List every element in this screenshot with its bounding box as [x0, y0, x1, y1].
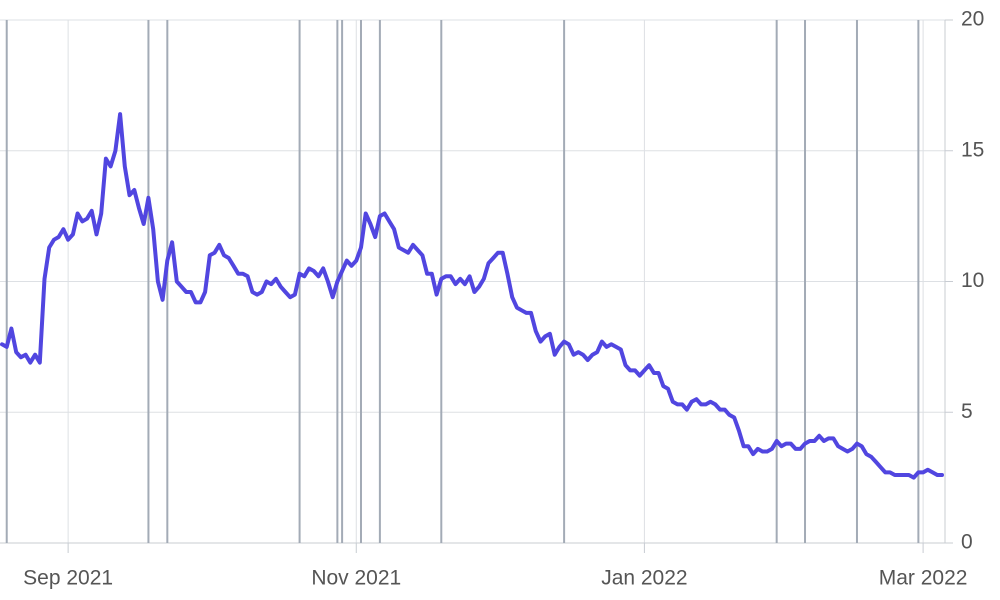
y-tick-label: 10: [961, 269, 984, 292]
y-tick-label: 15: [961, 138, 984, 161]
x-tick-label: Mar 2022: [879, 567, 968, 590]
x-tick-label: Nov 2021: [311, 567, 401, 590]
x-tick-label: Jan 2022: [601, 567, 687, 590]
x-tick-label: Sep 2021: [23, 567, 113, 590]
data-line: [0, 112, 944, 480]
y-tick-label: 0: [961, 531, 973, 554]
y-tick-label: 20: [961, 8, 984, 31]
y-tick-label: 5: [961, 400, 973, 423]
